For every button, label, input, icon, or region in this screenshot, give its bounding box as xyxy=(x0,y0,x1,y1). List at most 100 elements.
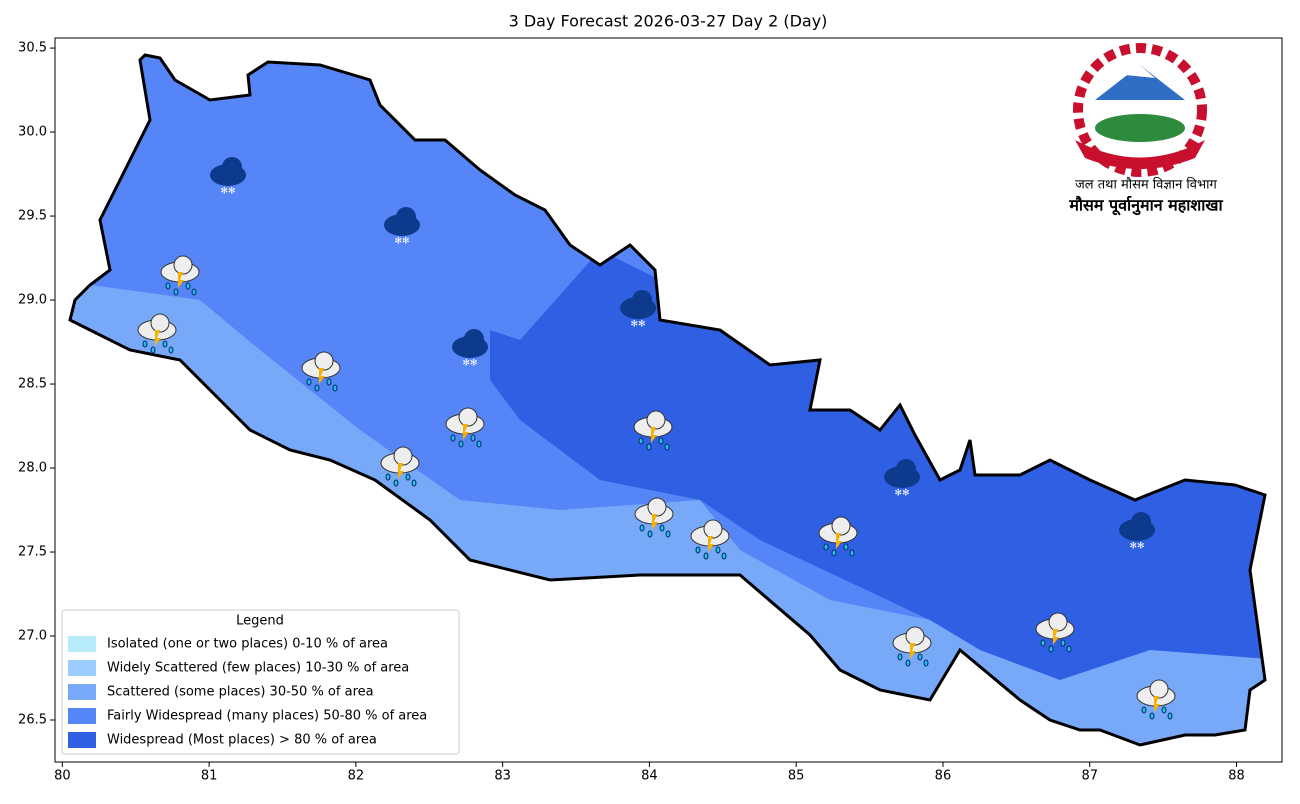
legend-swatch xyxy=(68,732,96,748)
y-tick-label: 28.5 xyxy=(18,377,47,392)
drop xyxy=(450,434,456,442)
flake: ✻✻ xyxy=(394,237,409,247)
legend-swatch xyxy=(68,660,96,676)
cloud xyxy=(464,329,484,349)
legend-label: Fairly Widespread (many places) 50-80 % … xyxy=(107,709,427,724)
drop xyxy=(665,530,671,538)
x-tick-label: 81 xyxy=(201,769,218,784)
country-outline xyxy=(68,53,1267,747)
legend-swatch xyxy=(68,708,96,724)
y-tick-label: 29.5 xyxy=(18,209,47,224)
legend-label: Widely Scattered (few places) 10-30 % of… xyxy=(107,661,409,676)
drop xyxy=(314,384,320,392)
legend-label: Scattered (some places) 30-50 % of area xyxy=(107,685,374,700)
legend-label: Widespread (Most places) > 80 % of area xyxy=(107,733,377,748)
drop xyxy=(647,530,653,538)
drop xyxy=(411,479,417,487)
drop xyxy=(703,552,709,560)
cloud xyxy=(896,459,916,479)
drop xyxy=(332,384,338,392)
y-tick-label: 27.0 xyxy=(18,629,47,644)
storm-icon xyxy=(160,255,200,296)
drop xyxy=(646,443,652,451)
storm-icon xyxy=(633,410,673,451)
cloud xyxy=(150,313,170,333)
snow-icon: ✻✻ xyxy=(210,157,246,197)
cloud xyxy=(314,351,334,371)
bolt xyxy=(155,330,161,346)
drop xyxy=(476,440,482,448)
legend-swatch xyxy=(68,684,96,700)
y-tick-label: 26.5 xyxy=(18,713,47,728)
drop xyxy=(843,543,849,551)
drop xyxy=(823,543,829,551)
drop xyxy=(1040,639,1046,647)
drop xyxy=(1161,706,1167,714)
drop xyxy=(168,346,174,354)
map-title: 3 Day Forecast 2026-03-27 Day 2 (Day) xyxy=(509,12,828,31)
cloud xyxy=(1131,512,1151,532)
storm-icon xyxy=(690,519,730,560)
storm-icon xyxy=(1136,679,1176,720)
flake: ✻✻ xyxy=(462,359,477,369)
drop xyxy=(1141,706,1147,714)
cloud xyxy=(173,255,193,275)
x-tick-label: 88 xyxy=(1228,769,1245,784)
storm-icon xyxy=(380,446,420,487)
axes: 80 81 82 83 84 85 86 87 88 26.5 27.0 27.5 28.0 28.5 29… xyxy=(18,41,1245,784)
cloud xyxy=(646,410,666,430)
x-tick-label: 87 xyxy=(1081,769,1098,784)
drop xyxy=(393,479,399,487)
bolt xyxy=(398,463,404,479)
drop xyxy=(470,434,476,442)
bolt xyxy=(651,427,657,443)
cloud xyxy=(647,497,667,517)
legend-title: Legend xyxy=(236,614,284,629)
cloud xyxy=(393,446,413,466)
drop xyxy=(923,659,929,667)
snow-icon: ✻✻ xyxy=(452,329,488,369)
flake: ✻✻ xyxy=(894,489,909,499)
storm-icon xyxy=(818,516,858,557)
flake: ✻✻ xyxy=(220,187,235,197)
drop xyxy=(1060,639,1066,647)
drop xyxy=(659,524,665,532)
storm-icon xyxy=(137,313,177,354)
x-tick-label: 82 xyxy=(348,769,365,784)
snow-icon: ✻✻ xyxy=(384,207,420,247)
y-tick-label: 30.0 xyxy=(18,125,47,140)
bolt xyxy=(708,536,714,552)
flake: ✻✻ xyxy=(630,320,645,330)
y-tick-label: 30.5 xyxy=(18,41,47,56)
bolt xyxy=(652,514,658,530)
logo: जल तथा मौसम विज्ञान विभाग मौसम पूर्वानुम… xyxy=(1068,43,1224,216)
cloud xyxy=(632,290,652,310)
snow-icon: ✻✻ xyxy=(620,290,656,330)
storm-icon xyxy=(445,407,485,448)
x-tick-label: 84 xyxy=(641,769,658,784)
drop xyxy=(1149,712,1155,720)
storm-icon xyxy=(1035,612,1075,653)
cloud xyxy=(703,519,723,539)
cloud xyxy=(905,626,925,646)
logo-line-1: जल तथा मौसम विज्ञान विभाग xyxy=(1075,177,1217,193)
legend-label: Isolated (one or two places) 0-10 % of a… xyxy=(107,637,388,652)
storm-icon xyxy=(301,351,341,392)
cloud xyxy=(1149,679,1169,699)
drop xyxy=(1048,645,1054,653)
bolt xyxy=(319,368,325,384)
drop xyxy=(326,378,332,386)
bolt xyxy=(1053,629,1059,645)
bolt xyxy=(836,533,842,549)
drop xyxy=(385,473,391,481)
drop xyxy=(917,653,923,661)
weather-icons: ✻✻ ✻✻ ✻✻ ✻✻ ✻✻ ✻✻ xyxy=(137,157,1176,720)
drop xyxy=(695,546,701,554)
logo-line-2: मौसम पूर्वानुमान महाशाखा xyxy=(1068,196,1223,216)
drop xyxy=(1167,712,1173,720)
drop xyxy=(905,659,911,667)
drop xyxy=(658,437,664,445)
snow-icon: ✻✻ xyxy=(1119,512,1155,552)
drop xyxy=(849,549,855,557)
